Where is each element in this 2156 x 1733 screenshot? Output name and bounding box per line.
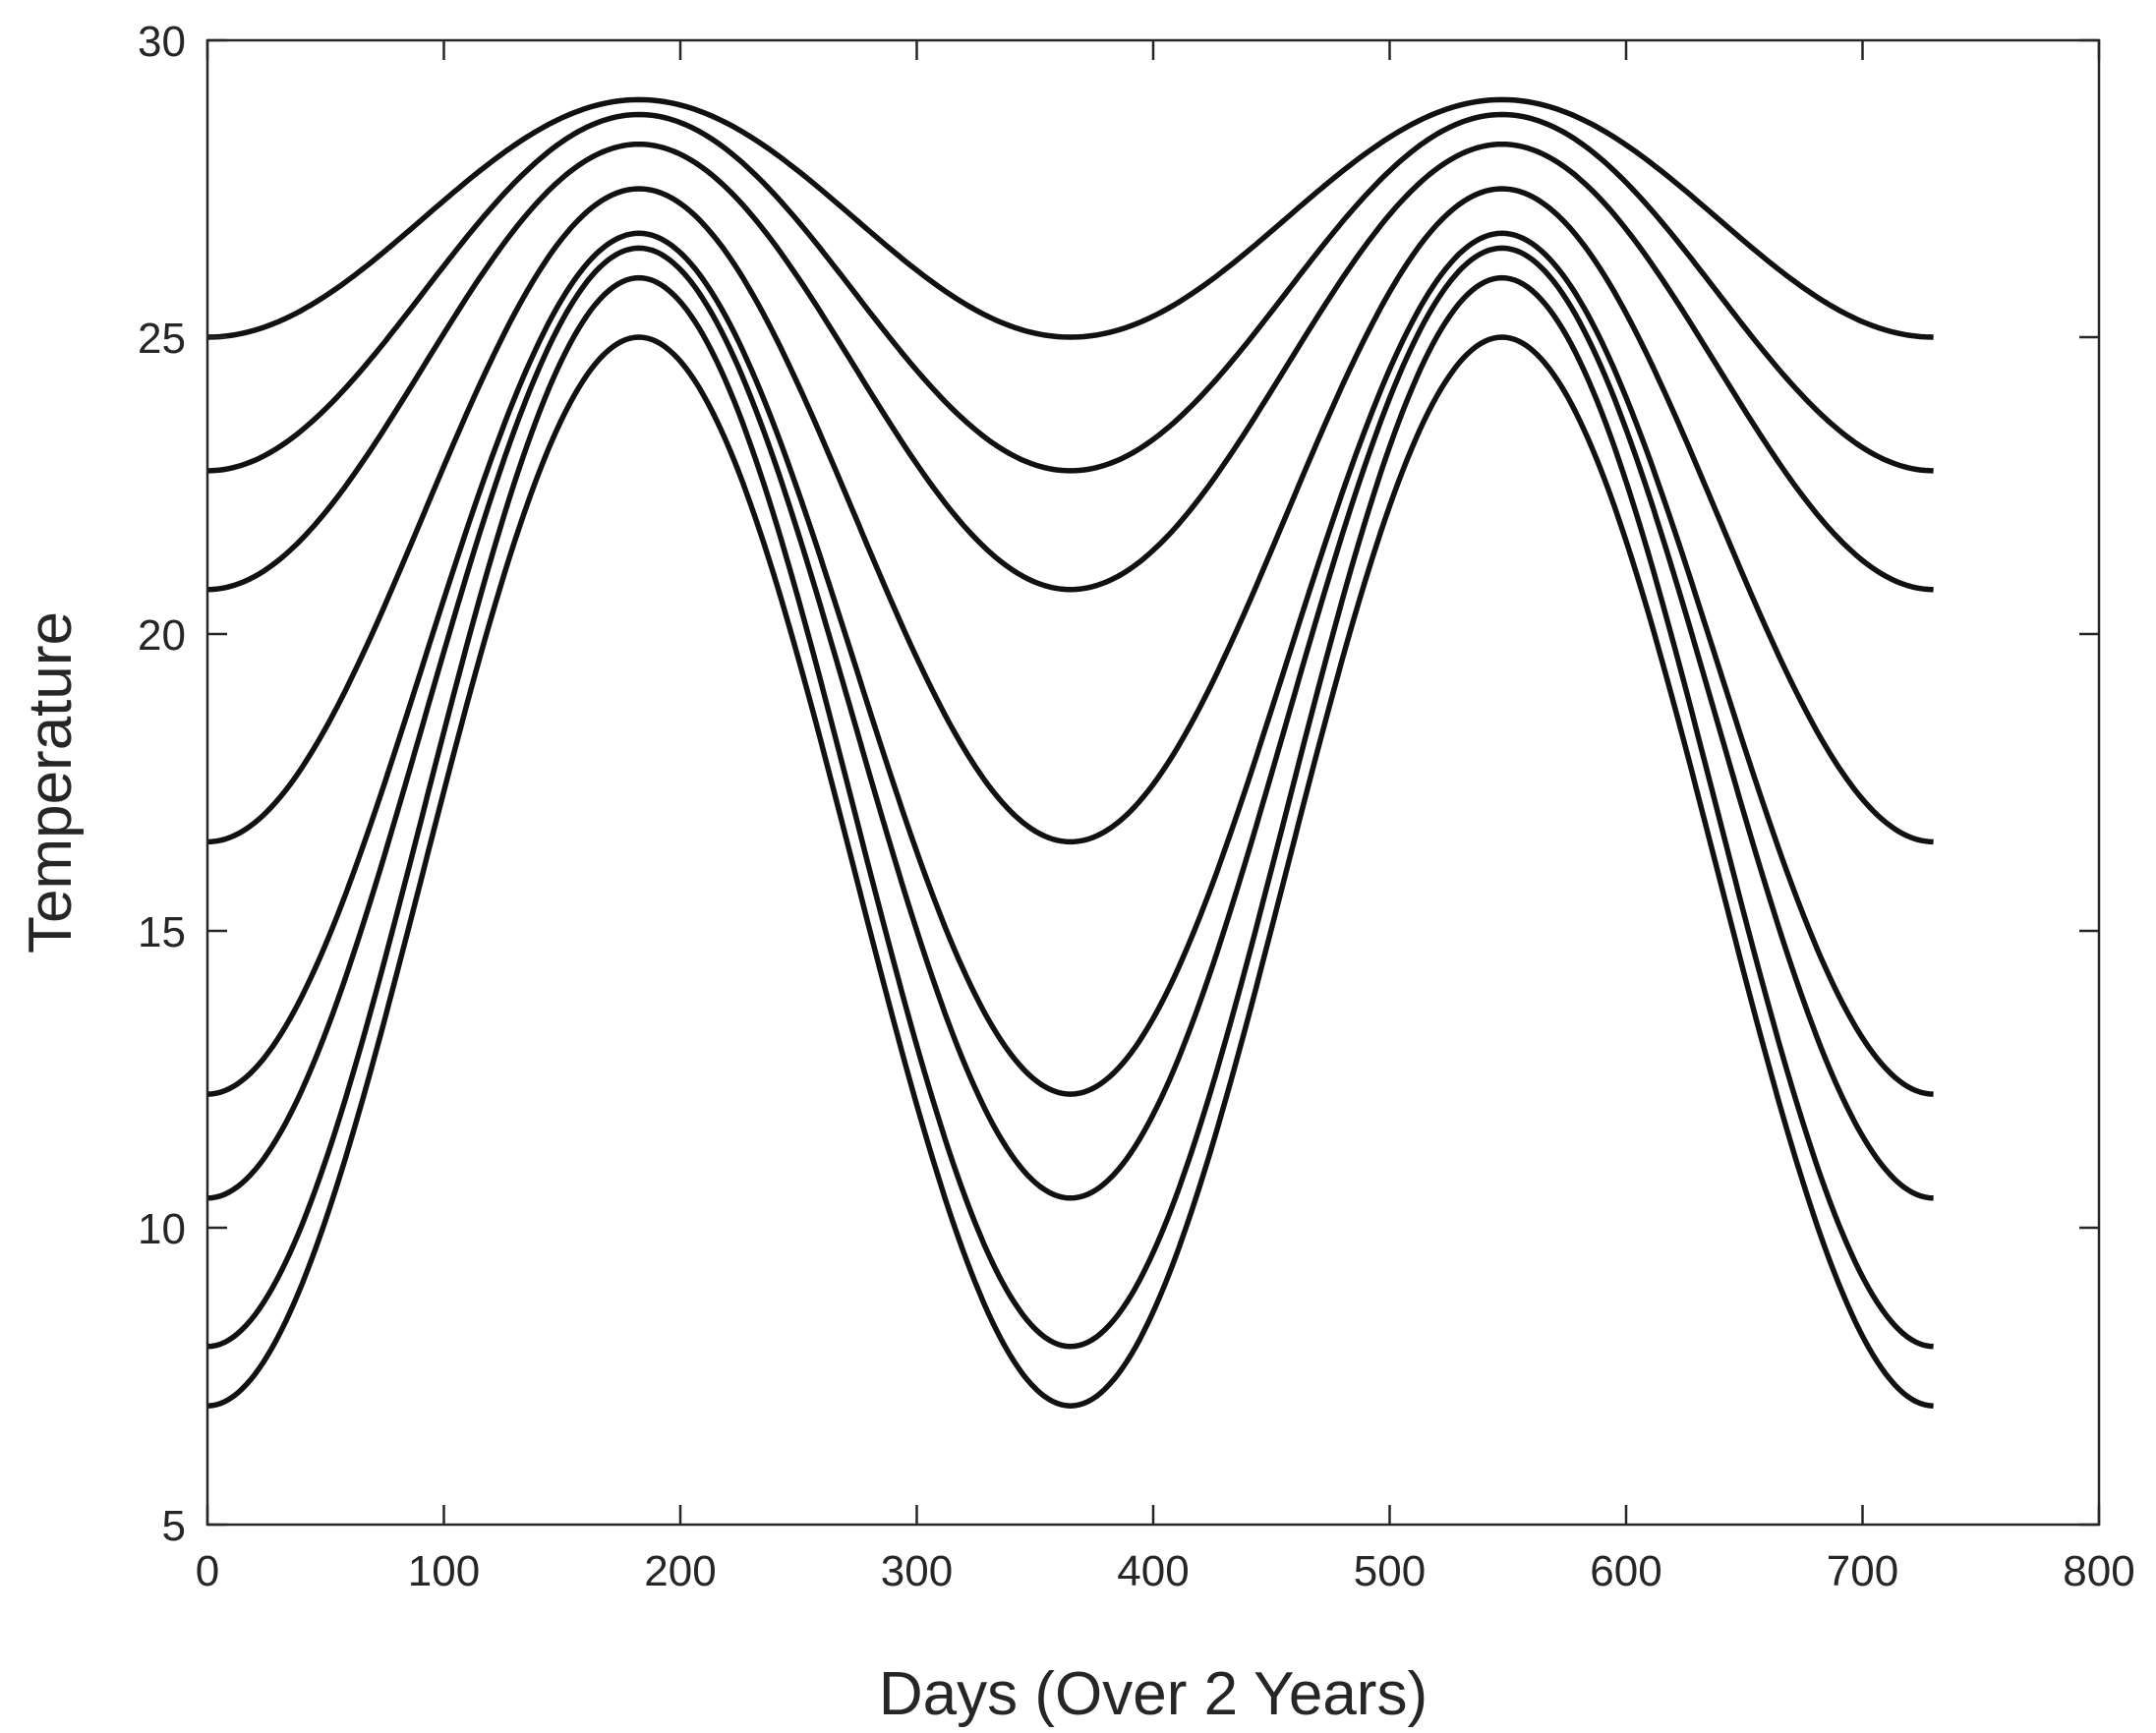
x-tick-label-8: 800	[2063, 1547, 2134, 1595]
x-tick-label-5: 500	[1354, 1547, 1426, 1595]
x-tick-label-7: 700	[1827, 1547, 1898, 1595]
x-tick-label-2: 200	[644, 1547, 716, 1595]
y-axis-title: Temperature	[17, 611, 85, 953]
x-tick-label-0: 0	[196, 1547, 219, 1595]
x-tick-label-3: 300	[881, 1547, 953, 1595]
y-tick-label-2: 15	[138, 908, 186, 956]
y-tick-label-5: 30	[138, 18, 186, 66]
series-line-7	[206, 274, 1934, 1350]
series-line-3	[206, 141, 1934, 593]
series-line-4	[206, 186, 1934, 845]
y-tick-label-1: 10	[138, 1205, 186, 1253]
y-tick-label-3: 20	[138, 611, 186, 660]
series-line-2	[206, 111, 1934, 474]
x-tick-label-6: 600	[1590, 1547, 1661, 1595]
series-line-5	[206, 230, 1934, 1097]
y-tick-label-4: 25	[138, 315, 186, 363]
series-line-1	[206, 96, 1934, 340]
series-line-6	[206, 245, 1934, 1201]
x-axis-title: Days (Over 2 Years)	[879, 1660, 1428, 1728]
x-tick-label-4: 400	[1117, 1547, 1189, 1595]
x-tick-label-1: 100	[408, 1547, 480, 1595]
series-layer	[206, 96, 1934, 1409]
y-tick-label-0: 5	[162, 1502, 186, 1550]
series-line-8	[206, 334, 1934, 1409]
ticks-layer: 0 100 200 300 400 500 600 700 800 5 10 15 20 25 30	[138, 18, 2135, 1595]
